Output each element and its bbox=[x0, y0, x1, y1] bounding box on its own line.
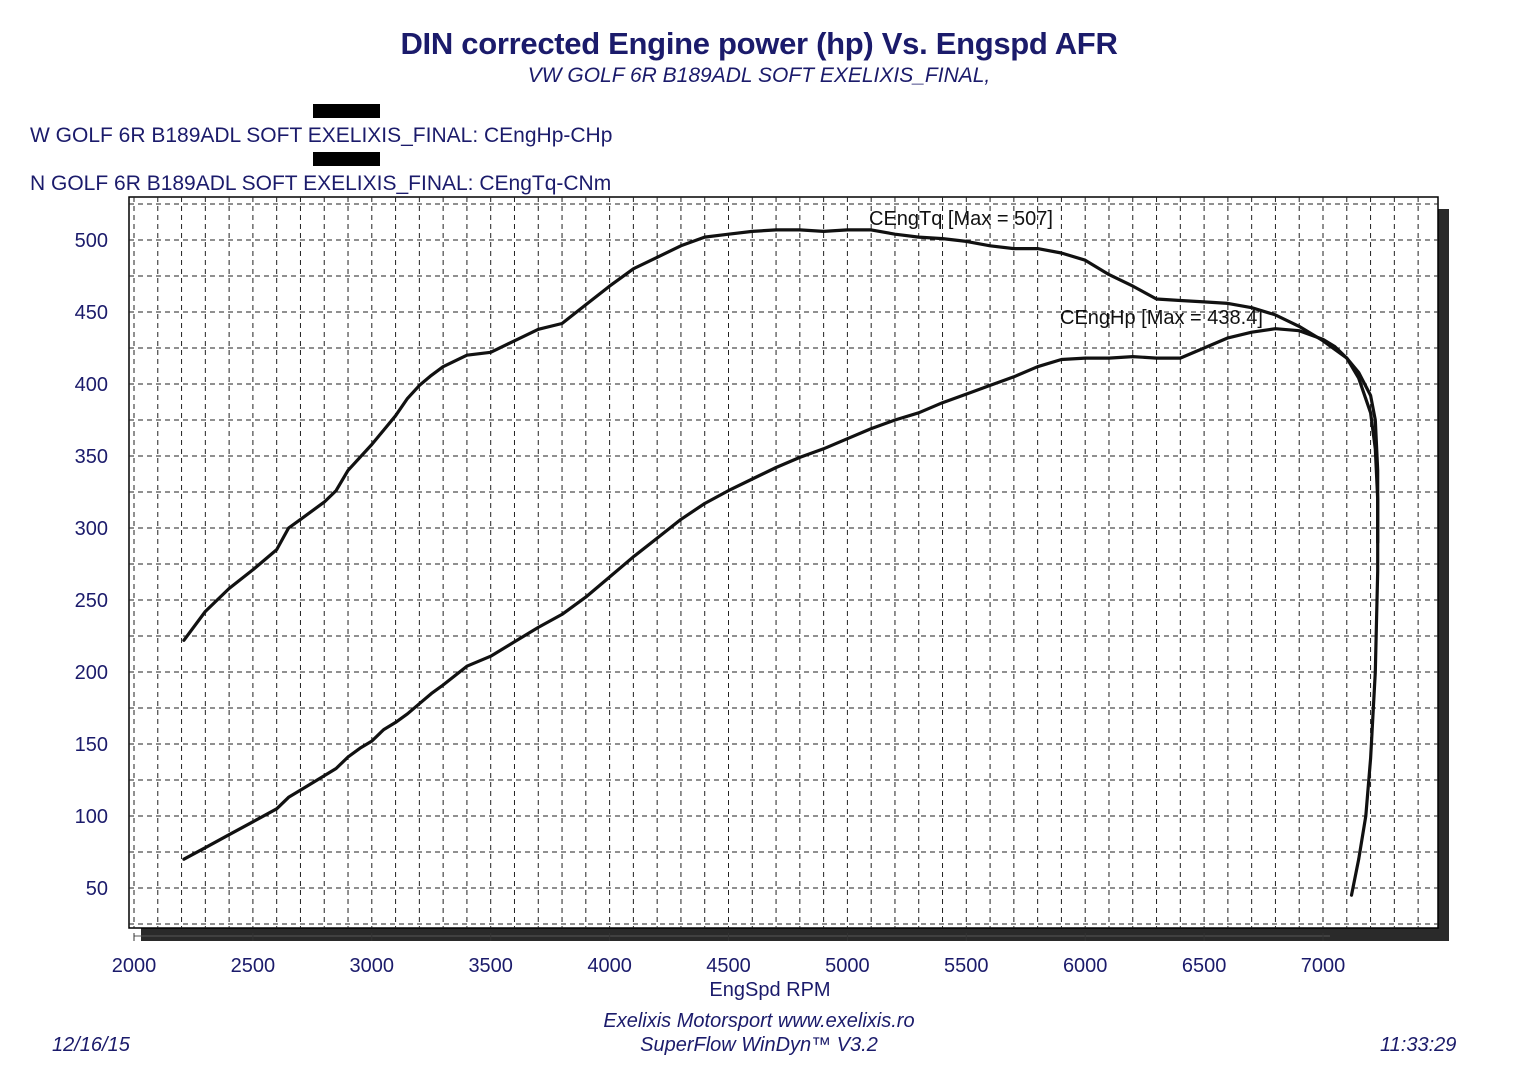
x-tick-label: 5000 bbox=[825, 955, 870, 977]
x-tick-label: 4000 bbox=[587, 955, 632, 977]
footer-software: SuperFlow WinDyn™ V3.2 bbox=[640, 1034, 878, 1056]
plot-area bbox=[128, 196, 1439, 929]
chart-subtitle: VW GOLF 6R B189ADL SOFT EXELIXIS_FINAL, bbox=[527, 64, 991, 87]
power-curve bbox=[182, 327, 1380, 897]
y-axis: 50 100 150 200 250 300 350 400 450 500 bbox=[75, 230, 108, 900]
legend-entry-torque: N GOLF 6R B189ADL SOFT EXELIXIS_FINAL: C… bbox=[30, 172, 612, 195]
torque-max-annotation: CEngTq [Max = 507] bbox=[869, 208, 1053, 230]
y-tick-label: 50 bbox=[86, 878, 108, 900]
x-tick-label: 7000 bbox=[1301, 955, 1346, 977]
y-tick-label: 250 bbox=[75, 590, 108, 612]
footer-time: 11:33:29 bbox=[1380, 1034, 1457, 1056]
y-tick-label: 500 bbox=[75, 230, 108, 252]
y-tick-label: 100 bbox=[75, 806, 108, 828]
y-tick-label: 150 bbox=[75, 734, 108, 756]
x-tick-label: 2500 bbox=[231, 955, 276, 977]
power-max-annotation: CEngHp [Max = 438.4] bbox=[1060, 307, 1263, 329]
x-tick-label: 2000 bbox=[112, 955, 157, 977]
y-tick-label: 200 bbox=[75, 662, 108, 684]
footer-company: Exelixis Motorsport www.exelixis.ro bbox=[603, 1010, 915, 1032]
series-lines bbox=[182, 228, 1380, 897]
x-tick-label: 3500 bbox=[468, 955, 513, 977]
torque-curve bbox=[182, 228, 1380, 642]
y-tick-label: 350 bbox=[75, 446, 108, 468]
legend-marker-power bbox=[313, 104, 380, 118]
x-axis-label: EngSpd RPM bbox=[709, 979, 830, 1001]
x-tick-label: 5500 bbox=[944, 955, 989, 977]
y-tick-label: 400 bbox=[75, 374, 108, 396]
x-tick-label: 3000 bbox=[350, 955, 395, 977]
x-tick-label: 6500 bbox=[1182, 955, 1227, 977]
x-axis: 2000 2500 3000 3500 4000 4500 5000 5500 6000 6500… bbox=[112, 933, 1346, 977]
y-tick-label: 450 bbox=[75, 302, 108, 324]
legend-entry-power: W GOLF 6R B189ADL SOFT EXELIXIS_FINAL: C… bbox=[30, 124, 613, 147]
x-tick-label: 6000 bbox=[1063, 955, 1108, 977]
footer-date: 12/16/15 bbox=[52, 1034, 130, 1056]
chart-title: DIN corrected Engine power (hp) Vs. Engs… bbox=[400, 26, 1118, 61]
y-tick-label: 300 bbox=[75, 518, 108, 540]
x-tick-label: 4500 bbox=[706, 955, 751, 977]
legend-marker-torque bbox=[313, 152, 380, 166]
grid bbox=[129, 197, 1438, 928]
